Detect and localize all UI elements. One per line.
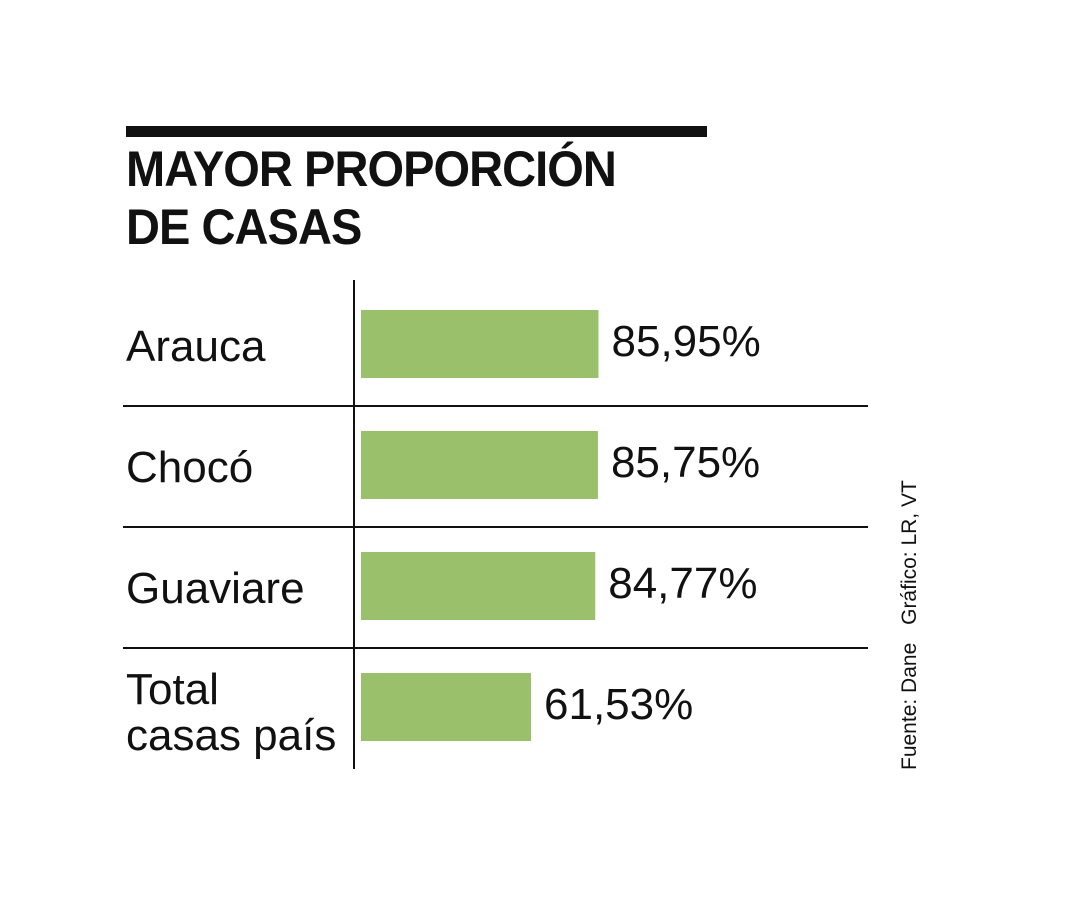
bar-1 [361, 310, 599, 378]
graphic-credit-text: Gráfico: LR, VT [898, 480, 921, 625]
chart-title-line-1: MAYOR PROPORCIÓN [126, 141, 617, 197]
value-label-3: 84,77% [608, 559, 757, 608]
category-label-4-line-2: casas país [126, 711, 336, 760]
value-label-2: 85,75% [611, 438, 760, 487]
source-credit: Fuente: Dane Gráfico: LR, VT [898, 480, 922, 770]
title-rule [126, 126, 707, 137]
category-label-3: Guaviare [126, 564, 305, 613]
bar-4 [361, 673, 532, 741]
value-label-1: 85,95% [612, 317, 761, 366]
source-text: Fuente: Dane [898, 642, 921, 770]
category-label-2: Chocó [126, 443, 253, 492]
category-label-1: Arauca [126, 322, 266, 371]
bar-3 [361, 552, 596, 620]
chart-title: MAYOR PROPORCIÓN DE CASAS [126, 140, 617, 256]
bar-2 [361, 431, 598, 499]
category-label-4-line-1: Total [126, 665, 219, 714]
value-label-4: 61,53% [544, 680, 693, 729]
chart-title-line-2: DE CASAS [126, 199, 362, 255]
